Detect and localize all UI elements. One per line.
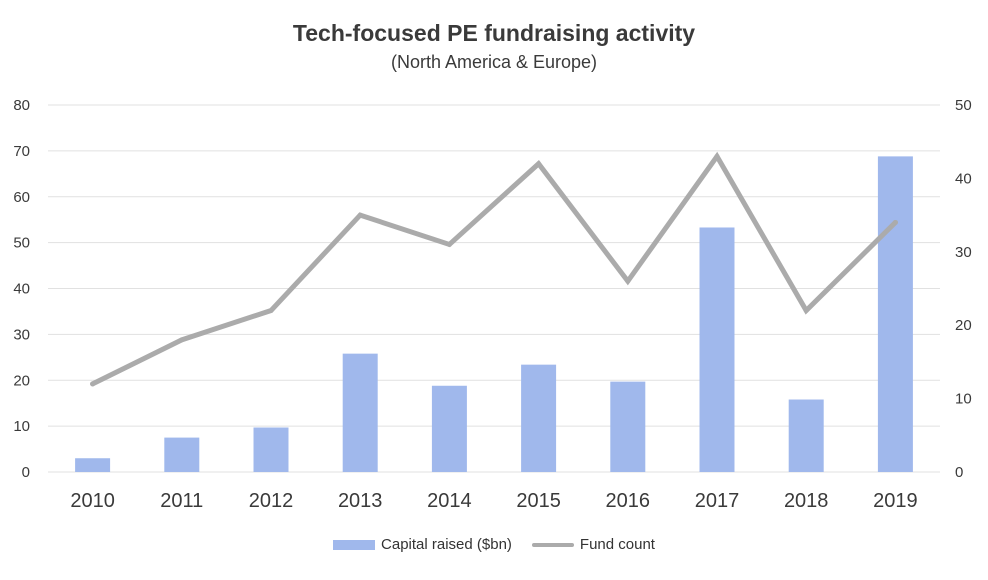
bar-2015 <box>521 364 557 472</box>
legend-item-capital: Capital raised ($bn) <box>333 536 512 553</box>
chart-legend: Capital raised ($bn) Fund count <box>0 536 988 553</box>
chart-subtitle: (North America & Europe) <box>390 52 598 72</box>
y-right-tick-label: 30 <box>955 244 972 261</box>
fund-count-point-2019 <box>892 219 898 225</box>
bar-2014 <box>431 385 467 472</box>
bar-2011 <box>164 437 200 472</box>
fund-count-line <box>90 151 898 387</box>
x-tick-label: 2013 <box>338 490 383 512</box>
x-tick-label: 2011 <box>160 490 203 512</box>
bar-2017 <box>699 227 735 472</box>
y-left-tick-label: 60 <box>13 189 30 206</box>
x-tick-label: 2019 <box>873 490 918 512</box>
fund-count-point-2013 <box>357 212 363 218</box>
x-tick-label: 2010 <box>70 490 115 512</box>
y-left-tick-label: 70 <box>13 143 30 160</box>
y-right-tick-label: 0 <box>955 464 963 481</box>
fund-count-point-2011 <box>179 337 185 343</box>
y-left-tick-label: 40 <box>13 281 30 298</box>
fund-count-point-2016 <box>625 278 631 284</box>
y-right-tick-label: 20 <box>955 317 972 334</box>
chart-title: Tech-focused PE fundraising activity <box>292 20 696 46</box>
fund-count-point-2017 <box>714 153 720 159</box>
y-right-tick-label: 40 <box>955 170 972 187</box>
fund-count-point-2012 <box>268 308 274 314</box>
y-left-tick-label: 30 <box>13 326 30 343</box>
y-left-tick-label: 0 <box>22 464 30 481</box>
x-tick-label: 2012 <box>249 490 294 512</box>
y-left-tick-label: 50 <box>13 235 30 252</box>
legend-bar-swatch <box>333 539 376 550</box>
fund-count-point-2010 <box>90 381 96 387</box>
fund-count-point-2015 <box>536 161 542 167</box>
y-left-tick-label: 80 <box>13 97 30 114</box>
y-right-tick-label: 50 <box>955 97 972 114</box>
bar-2019 <box>877 156 913 472</box>
bar-2010 <box>75 458 111 472</box>
legend-label-fund-count: Fund count <box>579 536 655 553</box>
x-tick-label: 2015 <box>516 490 561 512</box>
bar-2018 <box>788 399 824 472</box>
bar-2016 <box>610 381 646 472</box>
legend-item-fund-count: Fund count <box>531 536 655 553</box>
x-tick-label: 2014 <box>427 490 472 512</box>
y-right-tick-label: 10 <box>955 391 972 408</box>
fund-count-point-2014 <box>446 241 452 247</box>
y-left-tick-label: 20 <box>13 372 30 389</box>
bar-2013 <box>342 353 378 472</box>
legend-line-swatch <box>531 542 574 547</box>
x-tick-label: 2018 <box>784 490 829 512</box>
fund-count-point-2018 <box>803 308 809 314</box>
x-tick-label: 2017 <box>695 490 740 512</box>
y-left-tick-label: 10 <box>13 418 30 435</box>
legend-label-capital: Capital raised ($bn) <box>381 536 512 553</box>
bar-2012 <box>253 427 289 472</box>
x-tick-label: 2016 <box>606 490 651 512</box>
